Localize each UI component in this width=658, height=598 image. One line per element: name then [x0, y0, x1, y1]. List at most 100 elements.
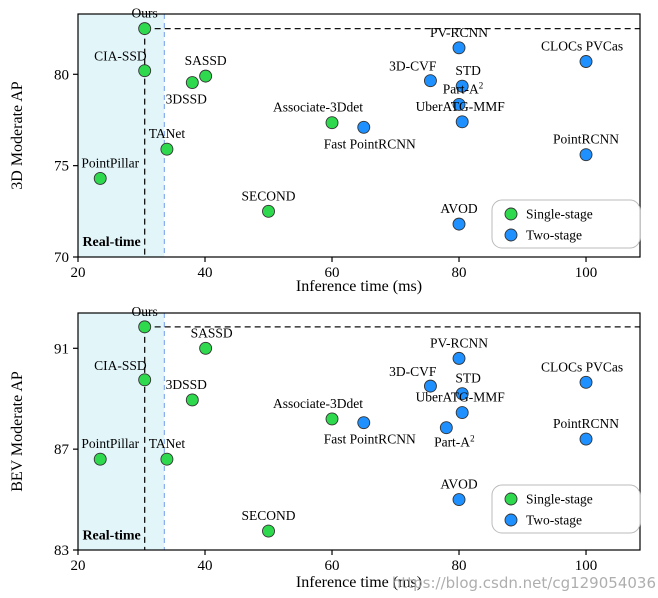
point-associate-3ddet-label: Associate-3Ddet [273, 100, 363, 115]
x-axis-label: Inference time (ms) [296, 278, 422, 295]
point-clocs-pvcas-label: CLOCs PVCas [541, 39, 623, 54]
point-ours-label: Ours [132, 6, 158, 21]
point-std-label: STD [455, 63, 481, 78]
point-sassd-label: SASSD [191, 325, 233, 340]
point-clocs-pvcas [579, 375, 593, 389]
point-3dssd [185, 76, 199, 89]
x-tick-label: 100 [575, 265, 598, 281]
point-pointpillar [93, 171, 107, 185]
chart-bev-moderate-ap: 20 40 60 80 100 83 87 91 Inference time (ms) BEV … [0, 299, 658, 598]
point-associate-3ddet [325, 116, 339, 130]
y-axis-label: BEV Moderate AP [9, 371, 26, 492]
scatter-plot: 20 40 60 80 100 70 75 80 Inference time (ms) 3D M… [9, 6, 641, 295]
point-avod [452, 493, 466, 507]
point-pv-rcnn-label: PV-RCNN [430, 335, 488, 350]
y-tick-label: 87 [54, 442, 70, 458]
point-avod [452, 217, 466, 231]
point-sassd [199, 341, 213, 355]
point-second [262, 204, 275, 218]
point-part-a [439, 421, 453, 435]
scatter-plot: 20 40 60 80 100 83 87 91 Inference time (ms) BEV … [9, 304, 641, 591]
point-cia-ssd [138, 373, 152, 387]
point-ours-label: Ours [132, 304, 158, 319]
point-part-a-label: Part-A2 [434, 434, 475, 450]
point-3dssd [185, 393, 199, 407]
point-tanet-label: TANet [149, 436, 186, 451]
point-pointpillar-label: PointPillar [81, 436, 139, 451]
y-tick-label: 70 [54, 250, 69, 266]
point-std-label: STD [455, 371, 481, 386]
point-cia-ssd-label: CIA-SSD [94, 358, 147, 373]
realtime-region [78, 14, 165, 257]
y-tick-label: 83 [54, 543, 69, 559]
legend-marker-two [504, 228, 518, 242]
point-associate-3ddet-label: Associate-3Ddet [273, 396, 363, 411]
legend-marker-two [504, 513, 518, 527]
x-tick-label: 20 [71, 265, 86, 281]
x-tick-label: 40 [198, 558, 213, 574]
point-sassd-label: SASSD [185, 53, 227, 68]
point-3dssd-label: 3DSSD [166, 377, 208, 392]
point-3d-cvf [423, 74, 437, 88]
point-cia-ssd-label: CIA-SSD [94, 49, 147, 64]
point-avod-label: AVOD [440, 201, 478, 216]
point-fast-pointrcnn [357, 416, 371, 430]
x-axis-label: Inference time (ms) [296, 574, 422, 591]
point-pointrcnn [579, 148, 593, 162]
point-pointrcnn-label: PointRCNN [553, 416, 619, 431]
legend-label-single: Single-stage [526, 207, 593, 222]
point-3d-cvf [423, 379, 437, 393]
legend: Single-stage Two-stage [491, 199, 641, 249]
point-pv-rcnn [452, 41, 466, 55]
point-pv-rcnn-label: PV-RCNN [430, 25, 488, 40]
point-uberatg-mmf [455, 115, 469, 129]
x-tick-label: 80 [452, 265, 467, 281]
point-clocs-pvcas-label: CLOCs PVCas [541, 359, 623, 374]
x-tick-label: 20 [71, 558, 86, 574]
point-tanet [160, 142, 174, 156]
point-fast-pointrcnn-label: Fast PointRCNN [324, 432, 416, 447]
point-std [455, 79, 469, 93]
plot-frame [77, 312, 641, 551]
x-tick-label: 100 [575, 558, 598, 574]
x-tick-label: 60 [325, 558, 340, 574]
point-3dssd-label: 3DSSD [166, 92, 208, 107]
point-fast-pointrcnn [357, 120, 371, 134]
point-3d-cvf-label: 3D-CVF [389, 364, 437, 379]
point-tanet-label: TANet [149, 126, 186, 141]
legend-marker-single [504, 207, 518, 221]
legend-box [491, 484, 641, 534]
point-second [262, 524, 275, 538]
x-tick-label: 60 [325, 265, 340, 281]
x-tick-label: 40 [198, 265, 213, 281]
legend-label-single: Single-stage [526, 492, 593, 507]
y-tick-label: 91 [54, 341, 69, 357]
legend-marker-single [504, 492, 518, 506]
point-tanet [160, 452, 174, 466]
point-sassd [199, 69, 213, 83]
point-uberatg-mmf-label: UberATG-MMF [416, 99, 506, 114]
legend: Single-stage Two-stage [491, 484, 641, 534]
realtime-region [78, 313, 165, 550]
realtime-label: Real-time [82, 235, 140, 250]
legend-label-two: Two-stage [526, 513, 582, 528]
point-ours [138, 320, 152, 334]
point-clocs-pvcas [579, 55, 593, 68]
point-avod-label: AVOD [440, 477, 478, 492]
y-tick-label: 80 [54, 67, 69, 83]
point-pv-rcnn [452, 351, 466, 365]
legend-label-two: Two-stage [526, 228, 582, 243]
chart-3d-moderate-ap: 20 40 60 80 100 70 75 80 Inference time (ms) 3D M… [9, 6, 641, 295]
point-uberatg-mmf [455, 406, 469, 420]
watermark: https://blog.csdn.net/cg129054036 [391, 574, 656, 592]
point-uberatg-mmf-label: UberATG-MMF [416, 390, 506, 405]
point-pointrcnn-label: PointRCNN [553, 132, 619, 147]
plot-frame [77, 13, 641, 258]
point-fast-pointrcnn-label: Fast PointRCNN [324, 136, 416, 151]
point-pointrcnn [579, 432, 593, 446]
point-3d-cvf-label: 3D-CVF [389, 59, 437, 74]
point-part-a [452, 97, 466, 111]
point-pointpillar-label: PointPillar [81, 155, 139, 170]
point-std [455, 387, 469, 401]
